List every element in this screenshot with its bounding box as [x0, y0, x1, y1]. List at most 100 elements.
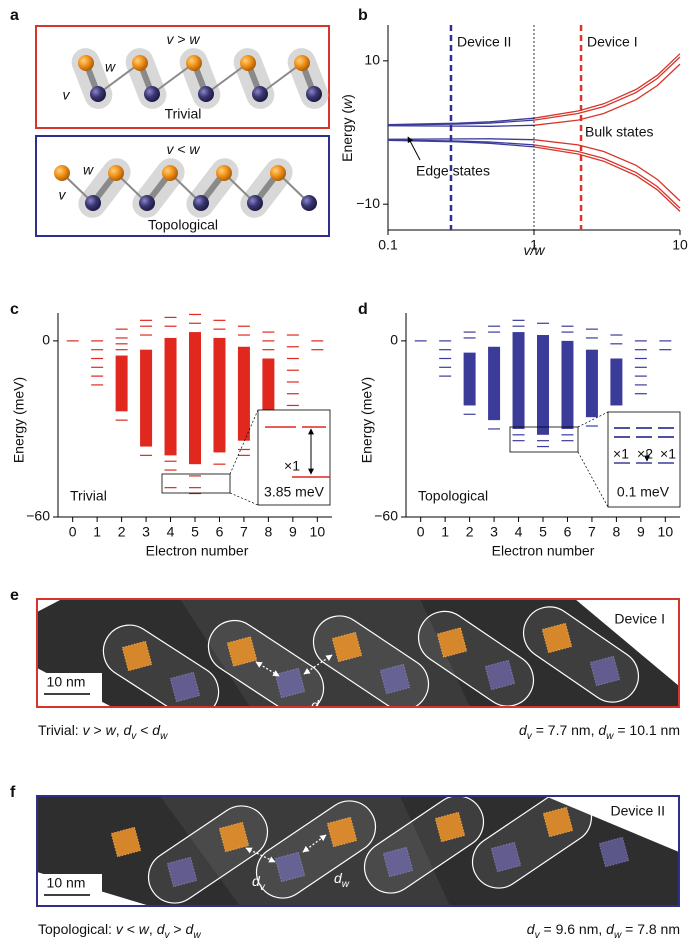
text-part: = 10.1 nm [613, 722, 680, 738]
figure: av > wwvTrivialv < wwvTopologicalb−10100… [0, 0, 689, 952]
text-part: w [189, 141, 200, 157]
text-part: w [189, 31, 200, 47]
purple-atom [193, 195, 209, 211]
orange-atom [78, 55, 94, 71]
x-tick-label: 10 [658, 524, 674, 540]
x-tick-label: 7 [588, 524, 596, 540]
orange-atom [216, 165, 232, 181]
scale-bar-label: 10 nm [47, 875, 86, 891]
text-part: v [270, 716, 276, 727]
condition: v < w [166, 141, 200, 157]
x-tick-label: 3 [490, 524, 498, 540]
text-part: < [136, 722, 152, 738]
purple-atom [301, 195, 317, 211]
text-part: = 7.8 nm [621, 921, 680, 937]
text-part: > [90, 722, 106, 738]
level-band [586, 350, 598, 418]
purple-atom [198, 86, 214, 102]
text-part: Trivial: [38, 722, 83, 738]
panel-label: b [358, 7, 368, 24]
x-tick-label: 3 [142, 524, 150, 540]
caption-right: dv = 7.7 nm, dw = 10.1 nm [519, 722, 680, 742]
level-band [488, 347, 500, 420]
panel-text: Trivial [70, 488, 107, 504]
text-part: , [149, 921, 157, 937]
annotation: Edge states [416, 163, 490, 179]
energy-line [534, 147, 680, 212]
device-label: Device I [587, 34, 638, 50]
energy-line [388, 125, 534, 126]
y-tick-label: −10 [356, 195, 380, 211]
x-axis-label: Electron number [146, 543, 249, 559]
x-tick-label: 7 [240, 524, 248, 540]
energy-line [534, 57, 680, 120]
purple-atom [252, 86, 268, 102]
panel-label: f [10, 784, 16, 801]
energy-line [534, 64, 680, 125]
device-name: Device II [611, 803, 665, 819]
y-tick-label: 10 [364, 52, 380, 68]
dv-label: dv [262, 707, 276, 727]
caption-left: Trivial: v > w, dv < dw [38, 722, 168, 742]
x-tick-label: 2 [118, 524, 126, 540]
x-tick-label: 5 [539, 524, 547, 540]
panel-label: a [10, 7, 19, 24]
energy-line [534, 145, 680, 208]
purple-atom [306, 86, 322, 102]
zoom-connector [230, 493, 258, 505]
x-tick-label: 6 [216, 524, 224, 540]
orange-atom [186, 55, 202, 71]
text-part: ) [339, 94, 355, 99]
x-axis-label: v/w [524, 242, 546, 258]
annotation: Bulk states [585, 124, 653, 140]
x-tick-label: 1 [93, 524, 101, 540]
caption: Topological [148, 217, 218, 233]
panel-label: e [10, 587, 19, 604]
text-part: = 7.7 nm, [532, 722, 599, 738]
text-part: > [173, 31, 189, 47]
inset-label: ×1 [660, 446, 676, 462]
level-band [189, 332, 201, 464]
x-tick-label: 9 [289, 524, 297, 540]
y-tick-label: −60 [374, 508, 398, 524]
level-band [561, 341, 573, 429]
x-axis-label: Electron number [492, 543, 595, 559]
caption-left: Topological: v < w, dv > dw [38, 921, 201, 941]
text-part: = 9.6 nm, [540, 921, 607, 937]
orange-atom [162, 165, 178, 181]
orange-atom [270, 165, 286, 181]
x-tick-label: 10 [310, 524, 326, 540]
energy-line [534, 54, 680, 119]
text-part: d [311, 697, 320, 713]
w-label: w [105, 59, 116, 75]
text-part: Topological: [38, 921, 116, 937]
x-tick-label: 6 [564, 524, 572, 540]
x-tick-label: 0 [417, 524, 425, 540]
inset-label: ×1 [613, 446, 629, 462]
purple-atom [85, 195, 101, 211]
level-band [610, 358, 622, 405]
orange-atom [108, 165, 124, 181]
x-tick-label: 9 [637, 524, 645, 540]
level-band [537, 335, 549, 435]
y-tick-label: −60 [26, 508, 50, 524]
y-axis-label: Energy (meV) [359, 377, 375, 463]
x-tick-label: 0.1 [378, 237, 398, 253]
v-label: v [59, 187, 67, 203]
x-tick-label: 4 [515, 524, 523, 540]
orange-atom [54, 165, 70, 181]
level-band [513, 332, 525, 429]
device-label: Device II [457, 34, 511, 50]
x-tick-label: 5 [191, 524, 199, 540]
text-part: < [173, 141, 189, 157]
inset-label: ×1 [284, 458, 300, 474]
caption: Trivial [165, 106, 202, 122]
purple-atom [90, 86, 106, 102]
level-band [238, 347, 250, 441]
panel-text: Topological [418, 488, 488, 504]
zoom-connector [578, 452, 608, 507]
text-part: w [342, 879, 350, 890]
y-axis-label: Energy (meV) [11, 377, 27, 463]
x-tick-label: 8 [612, 524, 620, 540]
